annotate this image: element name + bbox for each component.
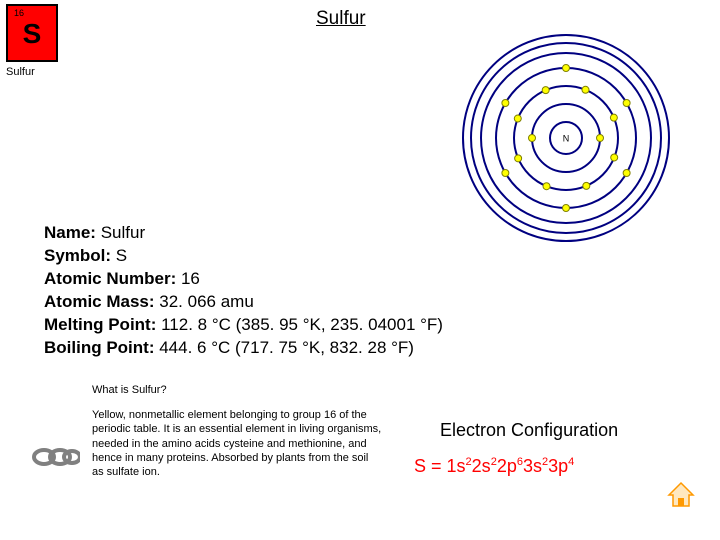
fact-label: Name: bbox=[44, 223, 96, 242]
fact-label: Atomic Mass: bbox=[44, 292, 155, 311]
element-tile: 16 S bbox=[6, 4, 58, 62]
fact-row: Boiling Point: 444. 6 °C (717. 75 °K, 83… bbox=[44, 337, 443, 360]
fact-value: 32. 066 amu bbox=[155, 292, 254, 311]
fact-row: Symbol: S bbox=[44, 245, 443, 268]
fact-row: Name: Sulfur bbox=[44, 222, 443, 245]
atom-diagram: N bbox=[456, 28, 676, 248]
fact-row: Melting Point: 112. 8 °C (385. 95 °K, 23… bbox=[44, 314, 443, 337]
fact-value: 16 bbox=[176, 269, 200, 288]
facts-list: Name: SulfurSymbol: SAtomic Number: 16At… bbox=[44, 222, 443, 360]
fact-value: S bbox=[111, 246, 127, 265]
fact-label: Symbol: bbox=[44, 246, 111, 265]
fact-value: 112. 8 °C (385. 95 °K, 235. 04001 °F) bbox=[156, 315, 443, 334]
question-heading: What is Sulfur? bbox=[92, 384, 167, 396]
fact-label: Boiling Point: bbox=[44, 338, 154, 357]
description-text: Yellow, nonmetallic element belonging to… bbox=[92, 408, 382, 479]
page-title: Sulfur bbox=[316, 8, 366, 30]
fact-value: Sulfur bbox=[96, 223, 145, 242]
fact-label: Atomic Number: bbox=[44, 269, 176, 288]
econfig-title: Electron Configuration bbox=[440, 420, 618, 441]
fact-value: 444. 6 °C (717. 75 °K, 832. 28 °F) bbox=[154, 338, 413, 357]
home-icon[interactable] bbox=[666, 480, 696, 510]
atomic-number: 16 bbox=[14, 8, 24, 18]
tile-element-name: Sulfur bbox=[6, 66, 35, 78]
econfig-value: S = 1s22s22p63s23p4 bbox=[414, 456, 574, 477]
fact-row: Atomic Mass: 32. 066 amu bbox=[44, 291, 443, 314]
svg-text:N: N bbox=[563, 133, 570, 143]
chain-link-icon[interactable] bbox=[30, 440, 80, 474]
element-symbol: S bbox=[8, 18, 56, 50]
fact-row: Atomic Number: 16 bbox=[44, 268, 443, 291]
fact-label: Melting Point: bbox=[44, 315, 156, 334]
